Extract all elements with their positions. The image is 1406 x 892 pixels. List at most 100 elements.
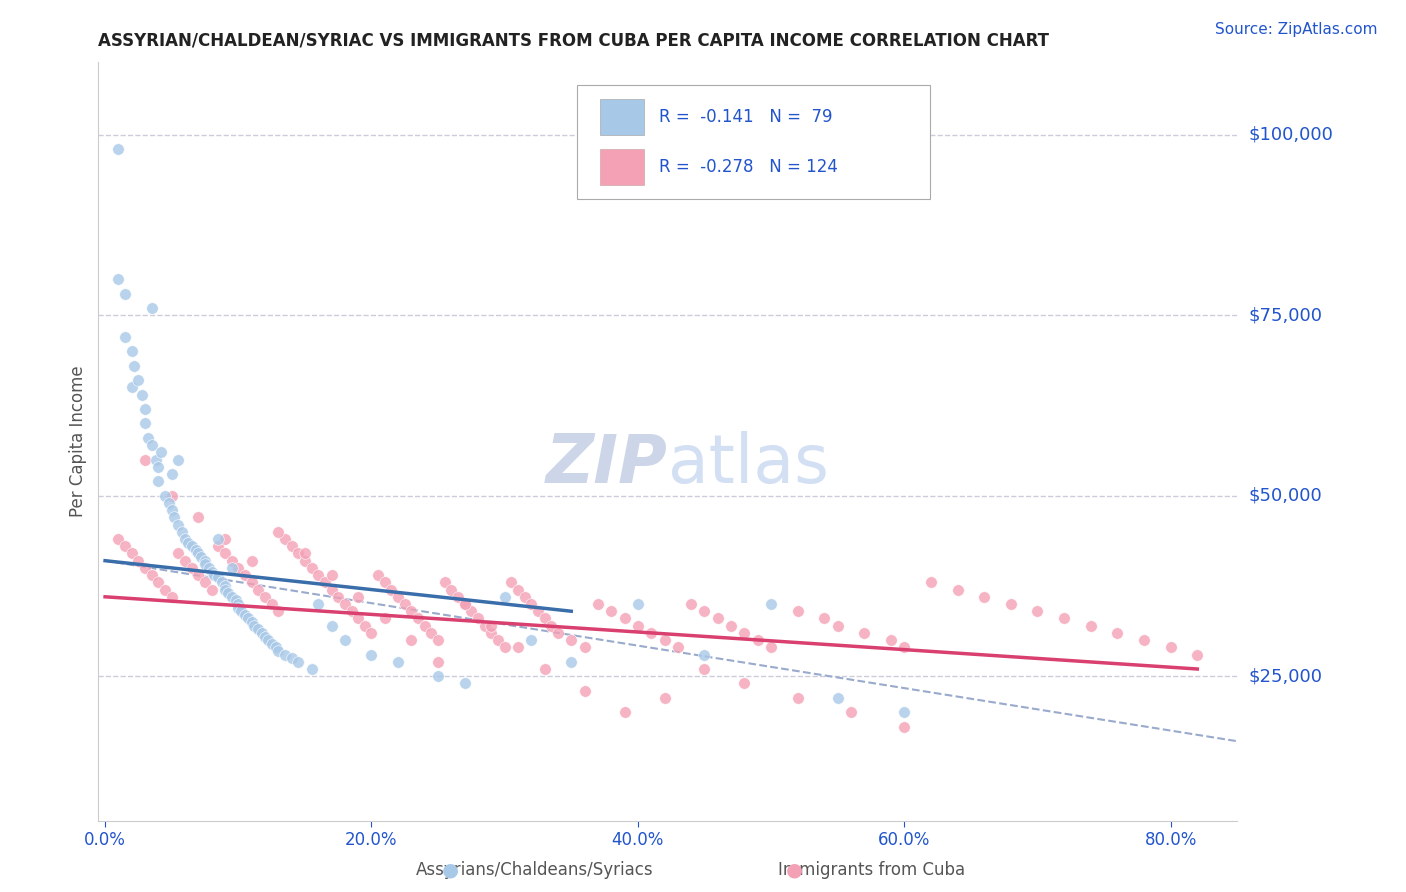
Point [839, 706, 862, 720]
Point [586, 597, 609, 611]
Point [533, 611, 555, 625]
Text: Immigrants from Cuba: Immigrants from Cuba [778, 861, 966, 879]
FancyBboxPatch shape [576, 85, 929, 199]
Point [666, 640, 689, 655]
Text: Assyrians/Chaldeans/Syriacs: Assyrians/Chaldeans/Syriacs [415, 861, 654, 879]
Point [946, 582, 969, 597]
Point [294, 554, 316, 568]
Point [167, 452, 190, 467]
Text: Source: ZipAtlas.com: Source: ZipAtlas.com [1215, 22, 1378, 37]
Point [267, 604, 290, 618]
Text: $75,000: $75,000 [1249, 306, 1323, 324]
Text: atlas: atlas [668, 432, 828, 497]
Point [160, 590, 183, 604]
Point [494, 640, 516, 655]
Point [148, 475, 170, 489]
Point [479, 626, 502, 640]
Point [114, 286, 136, 301]
Point [233, 568, 256, 582]
Point [401, 604, 423, 618]
Point [333, 597, 356, 611]
Point [233, 607, 256, 622]
Point [253, 590, 276, 604]
Point [236, 611, 259, 625]
Point [229, 604, 252, 618]
Y-axis label: Per Capita Income: Per Capita Income [69, 366, 87, 517]
Point [613, 611, 636, 625]
Point [420, 626, 443, 640]
Point [172, 524, 194, 539]
Point [134, 402, 156, 417]
Point [340, 604, 363, 618]
Point [198, 561, 221, 575]
Point [114, 539, 136, 553]
Point [627, 618, 650, 632]
Point [226, 597, 249, 611]
Point [307, 568, 329, 582]
Point [893, 640, 915, 655]
Point [214, 532, 236, 546]
Point [321, 618, 343, 632]
Point [440, 582, 463, 597]
Point [321, 582, 343, 597]
Point [148, 575, 170, 590]
Point [153, 582, 176, 597]
Point [107, 142, 129, 156]
Point [433, 575, 456, 590]
Point [347, 611, 370, 625]
Point [367, 568, 389, 582]
Point [124, 359, 146, 373]
Point [1053, 611, 1076, 625]
Point [474, 618, 496, 632]
Point [1133, 633, 1156, 648]
Text: ASSYRIAN/CHALDEAN/SYRIAC VS IMMIGRANTS FROM CUBA PER CAPITA INCOME CORRELATION C: ASSYRIAN/CHALDEAN/SYRIAC VS IMMIGRANTS F… [98, 31, 1049, 49]
Point [121, 380, 143, 394]
Point [240, 554, 263, 568]
Point [214, 579, 236, 593]
Point [374, 575, 396, 590]
Point [176, 535, 198, 549]
Point [107, 272, 129, 286]
Text: ZIP: ZIP [546, 432, 668, 497]
Point [187, 510, 209, 524]
Point [194, 558, 217, 572]
Point [513, 590, 536, 604]
Point [467, 611, 489, 625]
Point [321, 568, 343, 582]
Point [693, 604, 716, 618]
Point [174, 554, 197, 568]
Point [256, 633, 278, 648]
Point [141, 568, 163, 582]
Point [813, 611, 835, 625]
Point [267, 644, 290, 658]
Point [221, 561, 243, 575]
FancyBboxPatch shape [599, 99, 644, 136]
Point [194, 575, 217, 590]
Point [720, 618, 742, 632]
Point [240, 615, 263, 629]
Point [654, 690, 676, 705]
Point [827, 690, 849, 705]
Point [853, 626, 876, 640]
Point [243, 618, 266, 632]
Point [693, 648, 716, 662]
Point [121, 344, 143, 359]
Point [211, 575, 233, 590]
Point [214, 546, 236, 560]
Point [260, 597, 283, 611]
Point [360, 648, 382, 662]
Point [506, 640, 529, 655]
Point [627, 597, 650, 611]
Point [221, 590, 243, 604]
Point [187, 546, 209, 560]
Point [252, 626, 274, 640]
Point [1000, 597, 1022, 611]
Point [160, 467, 183, 481]
Point [747, 633, 769, 648]
Point [527, 604, 550, 618]
Point [207, 539, 229, 553]
Text: R =  -0.141   N =  79: R = -0.141 N = 79 [659, 108, 832, 126]
Point [226, 600, 249, 615]
Point [180, 561, 202, 575]
Point [294, 546, 316, 560]
